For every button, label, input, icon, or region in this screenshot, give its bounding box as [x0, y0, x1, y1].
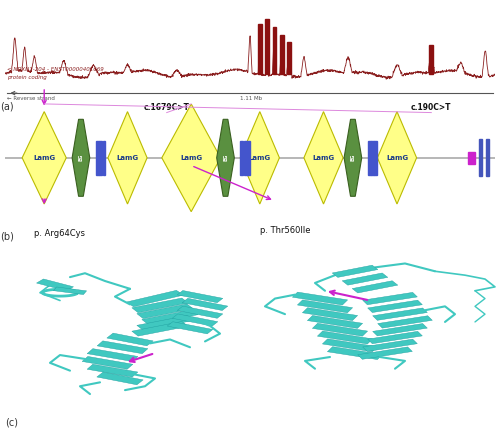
Polygon shape: [54, 287, 86, 294]
Polygon shape: [312, 323, 368, 336]
Polygon shape: [216, 120, 234, 196]
Bar: [368, 141, 370, 175]
Polygon shape: [97, 341, 148, 354]
Bar: [371, 141, 374, 175]
Polygon shape: [126, 291, 184, 307]
Polygon shape: [362, 292, 418, 305]
Polygon shape: [72, 120, 90, 196]
Text: protein coding: protein coding: [8, 75, 47, 80]
Bar: [99, 141, 102, 175]
Text: (a): (a): [0, 102, 14, 112]
Bar: [265, 19, 269, 74]
Bar: [240, 141, 243, 175]
Polygon shape: [378, 316, 432, 328]
Polygon shape: [182, 298, 228, 310]
Text: ← Reverse strand: ← Reverse strand: [8, 96, 56, 100]
Bar: [244, 141, 246, 175]
Text: LamG: LamG: [248, 155, 271, 161]
Bar: [287, 42, 291, 74]
Polygon shape: [36, 279, 74, 291]
Text: < NRXN1-204 - ENST00000401669: < NRXN1-204 - ENST00000401669: [8, 67, 104, 72]
Bar: [430, 45, 434, 74]
Bar: [374, 141, 378, 175]
Bar: [102, 141, 106, 175]
Bar: [96, 141, 98, 175]
Text: EG: EG: [78, 154, 84, 162]
Polygon shape: [22, 112, 66, 204]
Bar: [247, 141, 250, 175]
Bar: [272, 27, 276, 74]
Text: 1.11 Mb: 1.11 Mb: [240, 96, 262, 100]
Text: LamG: LamG: [33, 155, 56, 161]
Polygon shape: [87, 349, 138, 362]
Polygon shape: [162, 104, 220, 212]
Polygon shape: [132, 321, 188, 336]
Bar: [258, 24, 262, 74]
Polygon shape: [107, 333, 153, 346]
Polygon shape: [362, 339, 418, 352]
Polygon shape: [177, 306, 223, 318]
Bar: [280, 35, 284, 74]
Bar: [486, 139, 489, 176]
Bar: [468, 152, 475, 164]
Polygon shape: [358, 347, 412, 359]
Text: c.1679C>T: c.1679C>T: [144, 103, 190, 112]
Polygon shape: [302, 308, 358, 320]
Text: p. Arg64Cys: p. Arg64Cys: [34, 229, 86, 238]
Text: c.190C>T: c.190C>T: [411, 103, 452, 112]
Text: (b): (b): [0, 231, 14, 242]
Bar: [479, 139, 482, 176]
Polygon shape: [332, 265, 378, 278]
Polygon shape: [108, 112, 147, 204]
Polygon shape: [318, 331, 372, 344]
Polygon shape: [372, 323, 428, 336]
Polygon shape: [298, 300, 352, 313]
Polygon shape: [137, 316, 193, 330]
Polygon shape: [137, 304, 193, 319]
Polygon shape: [308, 316, 362, 328]
Polygon shape: [368, 331, 422, 344]
Polygon shape: [344, 120, 362, 196]
Text: LamG: LamG: [386, 155, 408, 161]
Polygon shape: [368, 300, 422, 313]
Text: LamG: LamG: [312, 155, 334, 161]
Polygon shape: [177, 291, 223, 303]
Polygon shape: [304, 112, 343, 204]
Text: p. Thr560Ile: p. Thr560Ile: [260, 226, 310, 235]
Text: EG: EG: [350, 154, 356, 162]
Polygon shape: [292, 292, 348, 305]
Polygon shape: [132, 298, 188, 313]
Polygon shape: [87, 364, 138, 377]
Polygon shape: [328, 347, 382, 359]
Polygon shape: [172, 314, 218, 326]
Polygon shape: [82, 356, 133, 369]
Text: LamG: LamG: [180, 155, 203, 161]
Text: LamG: LamG: [116, 155, 138, 161]
Polygon shape: [322, 339, 378, 352]
Polygon shape: [142, 310, 198, 324]
Polygon shape: [240, 112, 280, 204]
Polygon shape: [378, 112, 416, 204]
Polygon shape: [352, 281, 398, 293]
Polygon shape: [342, 273, 388, 285]
Text: (c): (c): [5, 417, 18, 427]
Polygon shape: [372, 308, 428, 320]
Polygon shape: [97, 372, 143, 385]
Polygon shape: [167, 322, 213, 334]
Text: EG: EG: [223, 154, 228, 162]
